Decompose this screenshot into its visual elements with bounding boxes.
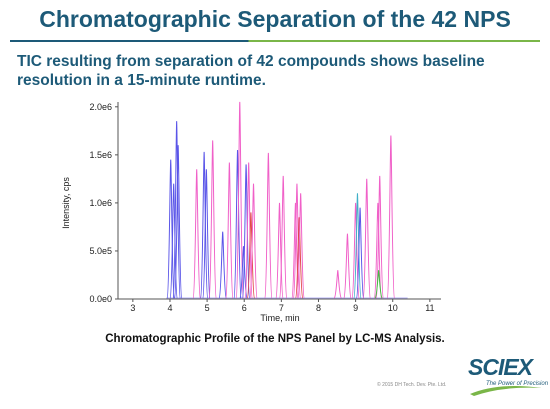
chromatogram-peak — [202, 169, 211, 299]
y-tick-label: 2.0e6 — [89, 102, 112, 112]
chromatogram-peak — [172, 121, 181, 299]
chromatogram-peak — [353, 193, 362, 299]
slide-subtitle: TIC resulting from separation of 42 comp… — [17, 53, 485, 89]
chromatogram-peak — [275, 202, 284, 299]
chart-caption: Chromatographic Profile of the NPS Panel… — [105, 333, 445, 345]
chromatogram-peak — [208, 140, 217, 299]
chromatogram-peak — [386, 135, 395, 299]
x-tick-label: 7 — [279, 303, 284, 313]
sciex-logo: SCIEX The Power of Precision — [468, 354, 548, 400]
peak-traces — [166, 101, 408, 299]
logo-tagline: The Power of Precision — [486, 381, 549, 387]
y-axis-ticks: 0.0e0 5.0e5 1.0e6 1.5e6 2.0e6 — [89, 102, 118, 304]
title-rule — [10, 40, 540, 42]
chromatogram-peak — [166, 159, 175, 299]
x-tick-label: 5 — [205, 303, 210, 313]
chromatogram-peak — [233, 149, 242, 299]
chromatogram-peak — [296, 193, 305, 299]
chromatogram-peak — [239, 246, 248, 299]
plot-frame — [117, 102, 441, 300]
x-axis-ticks: 3 4 5 6 7 8 9 10 11 — [130, 299, 435, 313]
x-tick-label: 9 — [353, 303, 358, 313]
x-tick-label: 11 — [425, 303, 434, 313]
chromatogram-peak — [374, 270, 383, 299]
chromatogram-peak — [218, 231, 227, 299]
logo-swoosh-icon — [470, 386, 542, 396]
y-tick-label: 5.0e5 — [89, 246, 112, 256]
chromatogram-peak — [295, 217, 304, 299]
chromatogram-peak — [174, 145, 183, 299]
chromatogram-peak — [200, 151, 209, 299]
chromatogram-peak — [249, 183, 258, 299]
y-tick-label: 0.0e0 — [89, 294, 112, 304]
chromatogram-peak — [235, 101, 244, 299]
chromatogram-peak — [356, 207, 365, 299]
x-tick-label: 4 — [167, 303, 172, 313]
chromatogram-peak — [244, 162, 253, 299]
chromatogram-peak — [375, 175, 384, 299]
chromatogram-peak — [242, 164, 251, 299]
chromatogram-peak — [373, 202, 382, 299]
chromatogram-peak — [264, 152, 273, 299]
logo-wordmark: SCIEX — [468, 354, 533, 380]
chromatogram-peak — [246, 212, 255, 299]
chromatogram-peak — [192, 169, 201, 299]
chromatogram-peak — [225, 162, 234, 299]
x-tick-label: 6 — [242, 303, 247, 313]
chromatogram-peak — [333, 270, 342, 299]
chromatogram-peak — [343, 233, 352, 299]
chromatogram-peak — [362, 178, 371, 299]
y-tick-label: 1.5e6 — [89, 150, 112, 160]
y-tick-label: 1.0e6 — [89, 198, 112, 208]
slide-title: Chromatographic Separation of the 42 NPS — [39, 6, 511, 32]
x-tick-label: 10 — [388, 303, 398, 313]
copyright-text: © 2015 DH Tech. Dev. Pte. Ltd. — [377, 382, 447, 388]
x-axis-label: Time, min — [260, 313, 299, 323]
x-tick-label: 8 — [316, 303, 321, 313]
chromatogram-peak — [279, 175, 288, 299]
y-axis-label: Intensity, cps — [61, 177, 71, 229]
x-tick-label: 3 — [130, 303, 135, 313]
